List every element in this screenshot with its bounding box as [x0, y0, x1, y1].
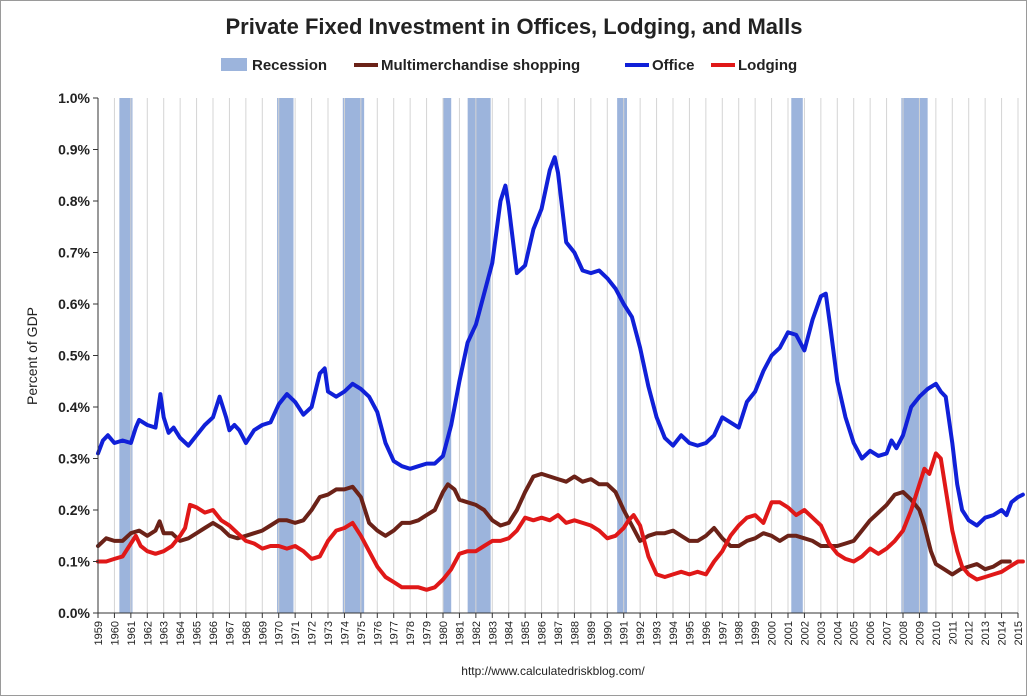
legend-label-office: Office — [652, 57, 695, 74]
x-tick-label: 1967 — [224, 621, 236, 645]
y-tick-label: 0.4% — [58, 399, 90, 415]
x-tick-label: 1977 — [389, 621, 401, 645]
x-tick-label: 1989 — [586, 621, 598, 645]
x-tick-label: 1975 — [356, 621, 368, 645]
y-tick-label: 0.1% — [58, 554, 90, 570]
x-tick-label: 1966 — [208, 621, 220, 645]
legend-label-multimerchandise: Multimerchandise shopping — [381, 57, 580, 74]
x-tick-label: 1962 — [142, 621, 154, 645]
x-tick-label: 2000 — [767, 621, 779, 645]
x-tick-label: 2001 — [783, 621, 795, 645]
y-axis-label: Percent of GDP — [24, 307, 40, 405]
x-tick-label: 1997 — [717, 621, 729, 645]
x-tick-label: 1996 — [701, 621, 713, 645]
y-tick-label: 0.3% — [58, 451, 90, 467]
y-tick-label: 0.7% — [58, 245, 90, 261]
legend-label-recession: Recession — [252, 57, 327, 74]
axes — [93, 97, 1019, 618]
x-tick-label: 1968 — [241, 621, 253, 645]
recession-band-3 — [443, 98, 452, 613]
x-tick-label: 1959 — [93, 621, 105, 645]
y-tick-label: 0.0% — [58, 605, 90, 621]
series-line-lodging — [96, 451, 1025, 592]
source-url: http://www.calculatedriskblog.com/ — [461, 664, 645, 678]
x-tick-label: 1971 — [290, 621, 302, 645]
y-tick-label: 0.2% — [58, 502, 90, 518]
x-tick-label: 1991 — [619, 621, 631, 645]
x-tick-label: 2004 — [832, 621, 844, 645]
x-tick-label: 1990 — [602, 621, 614, 645]
y-tick-label: 0.9% — [58, 142, 90, 158]
recession-band-5 — [617, 98, 627, 613]
x-tick-label: 1988 — [569, 621, 581, 645]
x-tick-label: 1981 — [454, 621, 466, 645]
chart-title: Private Fixed Investment in Offices, Lod… — [225, 14, 802, 39]
x-tick-label: 1960 — [109, 621, 121, 645]
x-tick-label: 2013 — [980, 621, 992, 645]
recession-band-0 — [119, 98, 133, 613]
y-tick-label: 1.0% — [58, 90, 90, 106]
x-tick-label: 2011 — [947, 621, 959, 645]
x-tick-label: 1980 — [438, 621, 450, 645]
legend: Recession Multimerchandise shopping Offi… — [221, 57, 797, 74]
x-tick-label: 1974 — [339, 621, 351, 645]
x-tick-label: 1964 — [175, 621, 187, 645]
x-tick-label: 2006 — [865, 621, 877, 645]
y-tick-labels: 0.0% 0.1% 0.2% 0.3% 0.4% 0.5% 0.6% 0.7% 0.8% 0.9%… — [58, 90, 90, 621]
x-tick-label: 2005 — [849, 621, 861, 645]
x-tick-label: 1969 — [257, 621, 269, 645]
recession-band-7 — [901, 98, 928, 613]
x-tick-label: 1961 — [126, 621, 138, 645]
series-lines — [96, 155, 1025, 592]
x-tick-label: 2002 — [799, 621, 811, 645]
x-tick-label: 1998 — [734, 621, 746, 645]
x-tick-label: 2009 — [914, 621, 926, 645]
y-tick-label: 0.8% — [58, 193, 90, 209]
y-tick-label: 0.5% — [58, 348, 90, 364]
x-tick-label: 1979 — [422, 621, 434, 645]
x-tick-label: 1983 — [487, 621, 499, 645]
x-tick-label: 1986 — [537, 621, 549, 645]
y-tick-label: 0.6% — [58, 296, 90, 312]
x-tick-label: 1972 — [307, 621, 319, 645]
x-tick-label: 1994 — [668, 621, 680, 645]
x-tick-label: 1982 — [471, 621, 483, 645]
legend-swatch-recession — [221, 58, 247, 71]
x-tick-label: 1993 — [652, 621, 664, 645]
x-tick-label: 1999 — [750, 621, 762, 645]
x-tick-label: 1978 — [405, 621, 417, 645]
x-tick-label: 1965 — [192, 621, 204, 645]
x-tick-label: 1976 — [372, 621, 384, 645]
x-tick-label: 2014 — [997, 621, 1009, 645]
x-tick-label: 2010 — [931, 621, 943, 645]
x-tick-label: 1995 — [684, 621, 696, 645]
series-line-office — [96, 155, 1025, 528]
legend-label-lodging: Lodging — [738, 57, 797, 74]
recession-band-6 — [791, 98, 803, 613]
x-tick-label: 2012 — [964, 621, 976, 645]
x-tick-labels: 1959 1960 1961 1962 1963 1964 1965 1966 1967 1968… — [93, 621, 1025, 645]
x-tick-label: 1970 — [274, 621, 286, 645]
x-tick-label: 2008 — [898, 621, 910, 645]
recession-band-4 — [467, 98, 491, 613]
x-tick-label: 1985 — [520, 621, 532, 645]
series-line-multimerchandise-shopping — [96, 471, 1012, 577]
x-tick-label: 2015 — [1013, 621, 1025, 645]
x-tick-label: 1984 — [504, 621, 516, 645]
x-tick-label: 1987 — [553, 621, 565, 645]
recession-band-1 — [277, 98, 294, 613]
x-tick-label: 1963 — [159, 621, 171, 645]
x-tick-label: 1992 — [635, 621, 647, 645]
x-tick-label: 1973 — [323, 621, 335, 645]
recession-band-2 — [342, 98, 365, 613]
x-tick-label: 2003 — [816, 621, 828, 645]
x-tick-label: 2007 — [882, 621, 894, 645]
